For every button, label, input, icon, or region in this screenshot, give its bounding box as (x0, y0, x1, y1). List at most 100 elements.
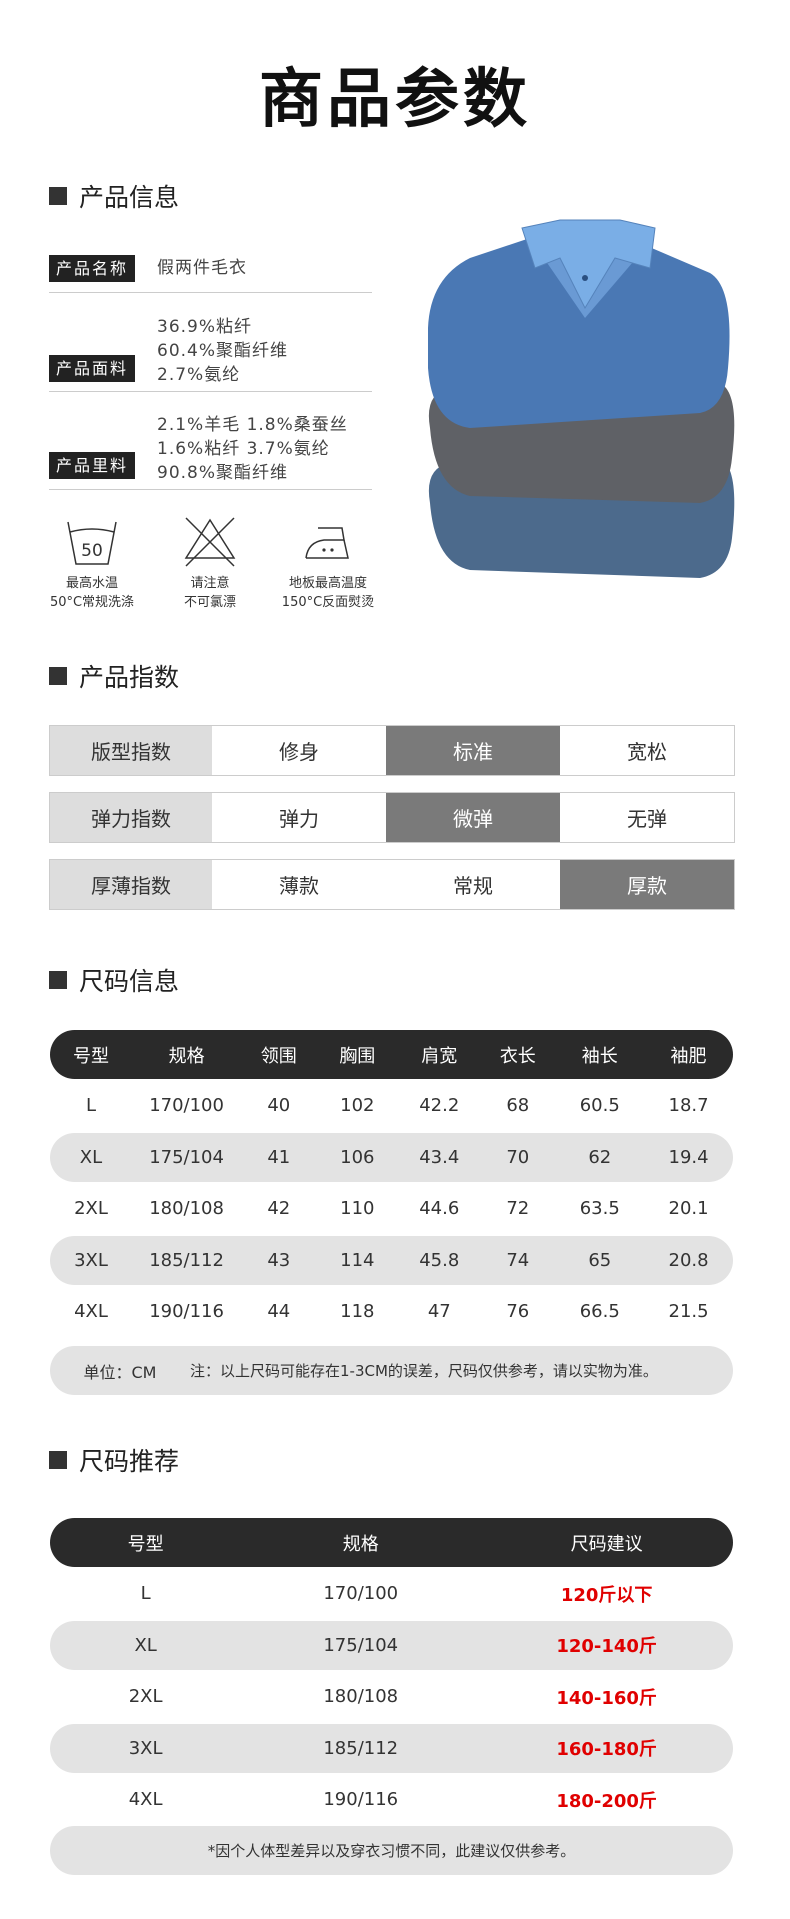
header-cell: 领围 (260, 1045, 297, 1067)
section-product-index: 产品指数 (49, 658, 179, 694)
table-row: 4XL 190/116 44 118 47 76 66.5 21.5 (50, 1287, 733, 1336)
table-row: 4XL 190/116 180-200斤 (50, 1775, 733, 1824)
note-text: 注：以上尺码可能存在1-3CM的误差，尺码仅供参考，请以实物为准。 (190, 1362, 658, 1380)
table-cell: 44 (267, 1301, 291, 1322)
header-cell: 号型 (127, 1533, 164, 1555)
table-cell: 20.8 (668, 1249, 709, 1271)
table-cell: L (85, 1095, 96, 1116)
table-cell: 21.5 (668, 1301, 709, 1322)
lining-line: 90.8%聚酯纤维 (157, 463, 289, 483)
divider (49, 489, 372, 490)
table-cell: 20.1 (668, 1198, 709, 1219)
table-cell: 185/112 (149, 1249, 224, 1271)
table-row: L 170/100 40 102 42.2 68 60.5 18.7 (50, 1081, 733, 1130)
table-cell: 43 (267, 1249, 291, 1271)
square-bullet-icon (49, 1451, 67, 1469)
index-option: 修身 (279, 740, 319, 764)
square-bullet-icon (49, 667, 67, 685)
table-cell: 190/116 (323, 1789, 399, 1810)
table-cell: 175/104 (149, 1146, 224, 1168)
care-text: 50°C常规洗涤 (49, 595, 135, 610)
index-label: 厚薄指数 (50, 860, 212, 909)
index-option-selected: 微弹 (386, 793, 560, 842)
table-cell: 4XL (128, 1789, 163, 1810)
section-size-recommend: 尺码推荐 (49, 1442, 179, 1478)
lining-line: 2.1%羊毛 1.8%桑蚕丝 (157, 415, 348, 435)
header-cell: 胸围 (339, 1045, 376, 1067)
fabric-value: 36.9%粘纤 60.4%聚酯纤维 2.7%氨纶 (157, 315, 288, 387)
wash-50-icon: 50 (67, 521, 117, 565)
index-option-selected: 厚款 (560, 860, 734, 909)
divider (49, 292, 372, 293)
index-row-fit: 版型指数 修身 标准 宽松 (49, 725, 735, 776)
divider (49, 391, 372, 392)
table-cell: 106 (340, 1146, 375, 1168)
table-cell: 18.7 (668, 1095, 709, 1116)
care-text: 地板最高温度 (288, 576, 367, 591)
care-text: 不可氯漂 (183, 595, 236, 610)
table-cell: 2XL (128, 1686, 163, 1707)
table-cell: 102 (340, 1095, 375, 1116)
index-option: 无弹 (627, 807, 667, 831)
table-cell: 114 (340, 1249, 375, 1271)
header-cell: 肩宽 (421, 1045, 458, 1067)
index-label: 版型指数 (50, 726, 212, 775)
care-text: 150°C反面熨烫 (281, 595, 375, 610)
index-row-elasticity: 弹力指数 弹力 微弹 无弹 (49, 792, 735, 843)
table-cell: 62 (588, 1146, 612, 1168)
table-cell: 44.6 (419, 1198, 460, 1219)
table-cell: 160-180斤 (556, 1739, 657, 1760)
table-cell: 43.4 (419, 1146, 460, 1168)
care-text: 请注意 (190, 576, 230, 591)
index-option-selected: 标准 (386, 726, 560, 775)
name-value: 假两件毛衣 (157, 258, 247, 278)
index-option: 弹力 (279, 807, 319, 831)
table-cell: XL (79, 1146, 103, 1168)
section-title: 尺码信息 (79, 967, 180, 996)
header-cell: 尺码建议 (570, 1533, 643, 1555)
care-iron: 地板最高温度 150°C反面熨烫 (268, 518, 388, 612)
header-cell: 衣长 (499, 1045, 536, 1067)
table-row: 2XL 180/108 42 110 44.6 72 63.5 20.1 (50, 1184, 733, 1233)
index-row-thickness: 厚薄指数 薄款 常规 厚款 (49, 859, 735, 910)
product-image (428, 219, 735, 578)
svg-text:50: 50 (81, 541, 103, 561)
unit-label: 单位：CM (83, 1362, 157, 1382)
table-cell: L (140, 1583, 151, 1604)
size-note: 单位：CM 注：以上尺码可能存在1-3CM的误差，尺码仅供参考，请以实物为准。 (50, 1346, 733, 1395)
header-cell: 规格 (168, 1045, 205, 1067)
table-cell: 118 (340, 1301, 375, 1322)
table-cell: 185/112 (323, 1737, 399, 1759)
table-cell: 45.8 (419, 1249, 460, 1271)
table-cell: 3XL (74, 1249, 108, 1271)
section-title: 产品信息 (79, 183, 180, 212)
iron-icon (305, 527, 349, 559)
table-cell: 170/100 (149, 1095, 224, 1116)
table-cell: 76 (506, 1301, 530, 1322)
table-header: 号型 规格 领围 胸围 肩宽 衣长 袖长 袖肥 (50, 1030, 733, 1079)
table-cell: 180-200斤 (556, 1790, 657, 1812)
table-cell: 68 (506, 1095, 530, 1116)
table-cell: 110 (340, 1198, 375, 1219)
table-cell: 170/100 (323, 1583, 399, 1604)
page-title: 商品参数 (259, 63, 531, 137)
table-cell: XL (134, 1634, 157, 1656)
care-text: 最高水温 (65, 576, 118, 591)
table-row: L 170/100 120斤以下 (50, 1569, 733, 1618)
table-cell: 3XL (128, 1737, 163, 1759)
index-option: 薄款 (279, 874, 319, 898)
table-row: XL 175/104 41 106 43.4 70 62 19.4 (50, 1132, 733, 1182)
table-cell: 60.5 (579, 1095, 620, 1116)
note-text: *因个人体型差异以及穿衣习惯不同，此建议仅供参考。 (207, 1842, 576, 1860)
recommend-note: *因个人体型差异以及穿衣习惯不同，此建议仅供参考。 (50, 1826, 733, 1875)
care-wash: 50 最高水温 50°C常规洗涤 (32, 518, 152, 612)
care-bleach: 请注意 不可氯漂 (150, 516, 270, 612)
section-title: 尺码推荐 (79, 1447, 180, 1476)
header-cell: 袖长 (581, 1045, 618, 1067)
table-cell: 4XL (74, 1301, 108, 1322)
lining-value: 2.1%羊毛 1.8%桑蚕丝 1.6%粘纤 3.7%氨纶 90.8%聚酯纤维 (157, 413, 348, 485)
table-header: 号型 规格 尺码建议 (50, 1518, 733, 1567)
fabric-label: 产品面料 (49, 355, 135, 382)
table-cell: 42 (267, 1198, 291, 1219)
table-cell: 19.4 (668, 1146, 709, 1168)
